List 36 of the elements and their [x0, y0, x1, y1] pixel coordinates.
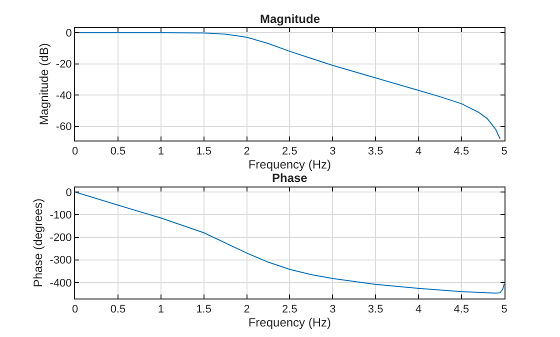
- x-tick-label: 4: [415, 304, 422, 316]
- x-tick-label: 4.5: [454, 146, 470, 158]
- x-tick-label: 2: [244, 146, 250, 158]
- y-axis-title: Magnitude (dB): [37, 43, 52, 126]
- y-tick-label: -20: [56, 58, 72, 71]
- x-tick-label: 3.5: [368, 304, 384, 316]
- x-tick-label: 2.5: [282, 146, 298, 158]
- x-tick-label: 1.5: [196, 146, 212, 158]
- x-tick-label: 1.5: [196, 304, 212, 316]
- y-tick-label: -100: [50, 209, 72, 222]
- x-tick-label: 3: [330, 304, 336, 316]
- x-tick-label: 0.5: [110, 304, 126, 316]
- x-tick-label: 0.5: [110, 146, 126, 158]
- x-tick-label: 3.5: [368, 146, 384, 158]
- line-series: [75, 192, 504, 294]
- x-axis-title: Frequency (Hz): [248, 316, 332, 330]
- chart-title: Magnitude: [260, 12, 320, 26]
- x-tick-label: 5: [501, 146, 508, 158]
- y-tick-label: -300: [50, 254, 72, 267]
- x-tick-label: 2: [244, 304, 250, 316]
- y-tick-label: -60: [56, 121, 72, 134]
- x-axis-title: Frequency (Hz): [248, 158, 332, 172]
- x-tick-label: 4: [415, 146, 422, 158]
- x-tick-label: 1: [158, 304, 164, 316]
- y-tick-label: -200: [50, 232, 72, 244]
- chart-title: Phase: [272, 171, 308, 185]
- x-tick-label: 4.5: [454, 304, 470, 316]
- x-tick-label: 1: [158, 146, 164, 158]
- y-tick-label: -400: [50, 277, 72, 290]
- y-tick-label: 0: [66, 186, 72, 199]
- x-tick-label: 3: [330, 146, 336, 158]
- y-tick-label: 0: [66, 27, 72, 40]
- y-tick-label: -40: [56, 90, 72, 102]
- y-axis-title: Phase (degrees): [31, 198, 46, 288]
- x-tick-label: 5: [501, 304, 508, 316]
- x-tick-label: 2.5: [282, 304, 298, 316]
